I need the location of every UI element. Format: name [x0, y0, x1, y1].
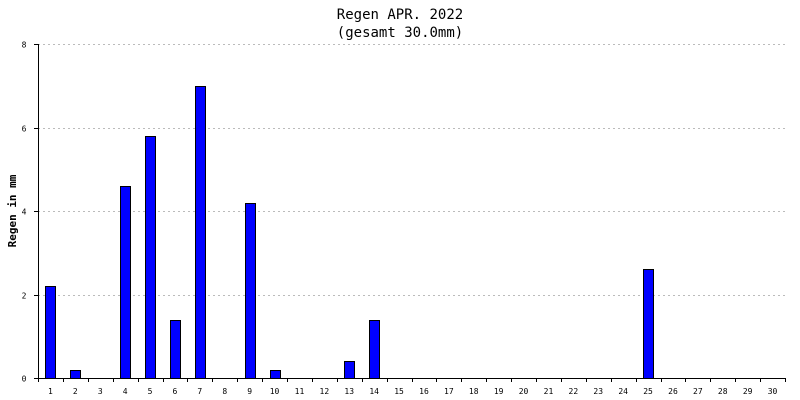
x-tick-label: 27 [693, 387, 703, 396]
x-tick-label: 18 [469, 387, 479, 396]
x-tick-label: 9 [247, 387, 252, 396]
x-tick-label: 24 [618, 387, 628, 396]
x-tick-label: 22 [569, 387, 579, 396]
y-tick-label: 0 [22, 375, 27, 384]
x-tick-label: 1 [48, 387, 53, 396]
x-tick-label: 23 [593, 387, 603, 396]
x-tick-label: 25 [643, 387, 653, 396]
x-tick-label: 16 [419, 387, 429, 396]
bar-day-5 [145, 136, 156, 379]
bar-day-4 [120, 186, 131, 379]
x-tick-label: 28 [718, 387, 728, 396]
x-tick-label: 26 [668, 387, 678, 396]
x-tick-label: 8 [222, 387, 227, 396]
x-tick-label: 13 [344, 387, 354, 396]
x-tick-labels: 1 2 3 4 5 6 7 8 9 10 11 12 13 14 15 16 17 18 19 20 21 22 23 24 2… [48, 387, 778, 396]
x-tick-label: 2 [73, 387, 78, 396]
chart-subtitle: (gesamt 30.0mm) [337, 25, 463, 41]
bar-day-9 [245, 203, 256, 379]
x-tick-label: 14 [369, 387, 379, 396]
x-tick-label: 17 [444, 387, 454, 396]
bar-day-7 [195, 86, 206, 379]
bar-day-2 [70, 370, 81, 379]
x-tick-label: 19 [494, 387, 504, 396]
x-tick-label: 10 [270, 387, 280, 396]
x-tick-label: 7 [197, 387, 202, 396]
y-tick-label: 8 [22, 41, 27, 50]
y-tick-label: 4 [22, 208, 27, 217]
x-tick-label: 29 [743, 387, 753, 396]
x-tick-label: 12 [320, 387, 330, 396]
bar-day-10 [270, 370, 281, 379]
y-tick-labels: 0 2 4 6 8 [22, 41, 27, 384]
bar-day-6 [170, 320, 181, 379]
x-tick-label: 4 [123, 387, 128, 396]
x-tick-label: 5 [148, 387, 153, 396]
x-tick-label: 21 [544, 387, 554, 396]
x-tick-label: 20 [519, 387, 529, 396]
bar-day-1 [45, 286, 56, 379]
x-tick-label: 30 [768, 387, 778, 396]
x-tick-label: 6 [173, 387, 178, 396]
y-axis-label: Regen in mm [6, 174, 19, 247]
bar-day-13 [344, 361, 355, 379]
axes [34, 44, 786, 382]
chart-title: Regen APR. 2022 [337, 7, 463, 23]
y-tick-label: 2 [22, 292, 27, 301]
x-tick-label: 11 [295, 387, 305, 396]
bar-day-14 [369, 320, 380, 379]
y-tick-label: 6 [22, 125, 27, 134]
x-tick-label: 15 [394, 387, 404, 396]
x-tick-label: 3 [98, 387, 103, 396]
bars [45, 86, 654, 379]
bar-day-25 [643, 269, 654, 379]
